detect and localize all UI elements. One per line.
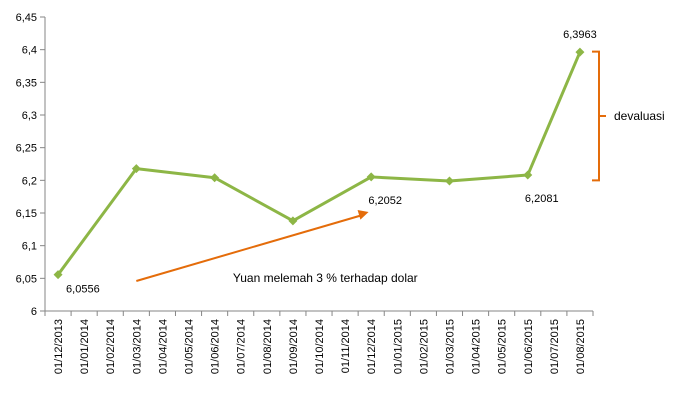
x-tick-label: 01/05/2015 — [497, 319, 509, 374]
x-axis: 01/12/2013 01/01/2014 01/02/2014 01/03/2014… — [44, 310, 594, 374]
x-tick-label: 01/02/2015 — [418, 319, 430, 374]
x-tick-label: 01/08/2015 — [575, 319, 587, 374]
data-labels: 6,0556 6,2052 6,2081 6,3963 — [66, 29, 597, 296]
y-tick-label: 6,3 — [22, 110, 37, 122]
y-tick-label: 6,25 — [16, 143, 37, 155]
y-tick-label: 6,35 — [16, 77, 37, 89]
y-axis: 6 6,05 6,1 6,15 6,2 6,25 6,3 6,35 6,4 6,45 — [16, 12, 46, 318]
trend-arrow-head — [357, 210, 369, 220]
x-tick-label: 01/01/2014 — [79, 319, 91, 374]
data-point-marker — [523, 170, 533, 180]
x-tick-label: 01/08/2014 — [262, 319, 274, 374]
x-tick-label: 01/02/2014 — [105, 319, 117, 374]
x-tick-label: 01/01/2015 — [392, 319, 404, 374]
data-point-marker — [288, 216, 298, 226]
devaluation-bracket — [592, 50, 606, 182]
y-tick-label: 6,4 — [22, 45, 37, 57]
devaluation-annotation-text: devaluasi — [614, 109, 665, 123]
annotations: Yuan melemah 3 % terhadap dolar devaluas… — [136, 50, 665, 285]
x-tick-label: 01/11/2014 — [340, 319, 352, 373]
data-point-marker — [53, 270, 63, 280]
x-tick-label: 01/03/2015 — [444, 319, 456, 374]
x-tick-label: 01/10/2014 — [314, 319, 326, 374]
x-tick-label: 01/03/2014 — [131, 319, 143, 374]
data-point-marker — [444, 176, 454, 186]
data-label: 6,0556 — [66, 284, 100, 296]
y-tick-label: 6 — [31, 306, 37, 318]
x-tick-label: 01/07/2014 — [236, 319, 248, 374]
data-point-marker — [210, 173, 220, 183]
x-tick-label: 01/06/2014 — [210, 319, 222, 374]
data-label: 6,2052 — [368, 195, 402, 207]
x-tick-label: 01/04/2015 — [471, 319, 483, 374]
data-point-marker — [575, 47, 585, 57]
x-tick-label: 01/04/2014 — [157, 319, 169, 374]
y-tick-label: 6,05 — [16, 273, 37, 285]
x-tick-label: 01/06/2015 — [523, 319, 535, 374]
x-tick-label: 01/09/2014 — [288, 319, 300, 374]
data-label: 6,3963 — [563, 29, 597, 41]
data-point-marker — [131, 164, 141, 174]
x-tick-label: 01/12/2013 — [53, 319, 65, 374]
trend-annotation-text: Yuan melemah 3 % terhadap dolar — [233, 271, 418, 285]
series-layer — [53, 47, 585, 280]
y-tick-label: 6,45 — [16, 12, 37, 24]
y-tick-label: 6,1 — [22, 241, 37, 253]
trend-arrow-line — [136, 214, 363, 282]
y-tick-label: 6,2 — [22, 175, 37, 187]
x-tick-label: 01/05/2014 — [184, 319, 196, 374]
x-tick-label: 01/07/2015 — [549, 319, 561, 374]
data-label: 6,2081 — [525, 193, 559, 205]
x-tick-label: 01/12/2014 — [366, 319, 378, 374]
data-point-marker — [366, 172, 376, 182]
series-line — [56, 51, 582, 276]
y-tick-label: 6,15 — [16, 208, 37, 220]
